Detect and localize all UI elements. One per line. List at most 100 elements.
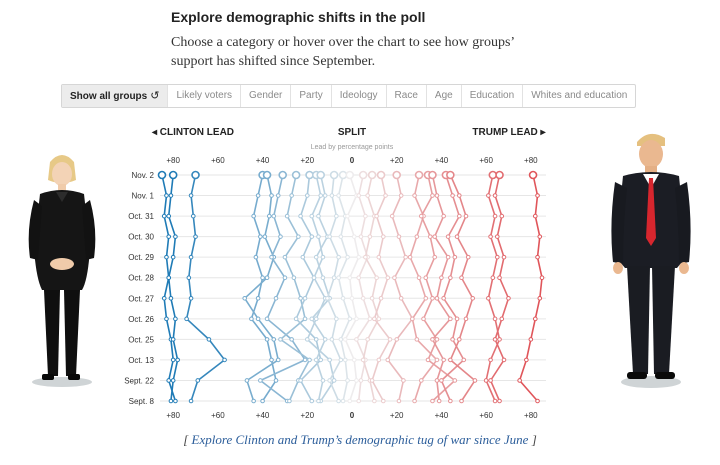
data-point[interactable] xyxy=(385,357,391,363)
series-line[interactable] xyxy=(489,174,510,402)
series-line[interactable] xyxy=(337,174,351,402)
data-point[interactable] xyxy=(434,337,440,342)
series-line[interactable] xyxy=(243,174,279,402)
data-point[interactable] xyxy=(528,170,538,180)
data-point[interactable] xyxy=(186,275,192,281)
data-point[interactable] xyxy=(392,275,397,281)
data-point[interactable] xyxy=(340,398,346,404)
data-point[interactable] xyxy=(463,213,469,219)
data-point[interactable] xyxy=(374,275,379,281)
data-point[interactable] xyxy=(441,295,446,301)
data-point[interactable] xyxy=(349,295,355,301)
data-point[interactable] xyxy=(358,170,368,180)
data-point[interactable] xyxy=(298,213,303,219)
data-point[interactable] xyxy=(448,316,453,322)
data-point[interactable] xyxy=(492,193,498,198)
data-point[interactable] xyxy=(316,213,321,219)
data-point[interactable] xyxy=(264,275,270,281)
data-point[interactable] xyxy=(418,378,424,383)
data-point[interactable] xyxy=(331,275,337,281)
data-point[interactable] xyxy=(309,213,315,219)
data-point[interactable] xyxy=(338,234,344,239)
series-line[interactable] xyxy=(326,174,342,402)
data-point[interactable] xyxy=(255,316,261,322)
data-point[interactable] xyxy=(394,337,400,342)
data-point[interactable] xyxy=(354,316,359,322)
data-point[interactable] xyxy=(432,234,438,239)
filter-education[interactable]: Education xyxy=(460,85,522,107)
data-point[interactable] xyxy=(456,337,462,342)
data-point[interactable] xyxy=(173,234,178,239)
data-point[interactable] xyxy=(313,316,319,322)
data-point[interactable] xyxy=(454,234,460,239)
filter-whites-and-education[interactable]: Whites and education xyxy=(522,85,635,107)
data-point[interactable] xyxy=(264,337,270,342)
data-point[interactable] xyxy=(365,337,370,342)
data-point[interactable] xyxy=(336,193,341,198)
series-line[interactable] xyxy=(371,174,391,402)
data-point[interactable] xyxy=(436,398,442,404)
data-point[interactable] xyxy=(492,398,498,404)
data-point[interactable] xyxy=(188,193,194,198)
data-point[interactable] xyxy=(262,234,268,239)
data-point[interactable] xyxy=(517,378,522,383)
data-point[interactable] xyxy=(430,337,435,342)
data-point[interactable] xyxy=(331,378,337,383)
data-point[interactable] xyxy=(298,295,303,301)
data-point[interactable] xyxy=(465,254,471,260)
data-point[interactable] xyxy=(495,170,504,180)
data-point[interactable] xyxy=(358,378,364,383)
data-point[interactable] xyxy=(278,170,288,180)
data-point[interactable] xyxy=(446,170,455,180)
data-point[interactable] xyxy=(316,170,326,180)
data-point[interactable] xyxy=(188,254,194,260)
data-point[interactable] xyxy=(430,295,435,301)
data-point[interactable] xyxy=(345,213,350,219)
data-point[interactable] xyxy=(378,295,384,301)
data-point[interactable] xyxy=(164,193,169,198)
data-point[interactable] xyxy=(423,295,429,301)
data-point[interactable] xyxy=(354,378,359,383)
series-line[interactable] xyxy=(185,174,226,402)
data-point[interactable] xyxy=(282,275,288,281)
data-point[interactable] xyxy=(296,234,301,239)
data-point[interactable] xyxy=(260,275,265,281)
data-point[interactable] xyxy=(304,337,310,342)
data-point[interactable] xyxy=(459,398,464,404)
data-point[interactable] xyxy=(255,193,261,198)
data-point[interactable] xyxy=(164,316,169,322)
series-line[interactable] xyxy=(387,174,414,402)
filter-gender[interactable]: Gender xyxy=(240,85,290,107)
data-point[interactable] xyxy=(532,316,538,322)
data-point[interactable] xyxy=(345,254,350,260)
data-point[interactable] xyxy=(499,213,505,219)
data-point[interactable] xyxy=(445,234,451,239)
data-point[interactable] xyxy=(309,398,315,404)
data-point[interactable] xyxy=(320,275,326,281)
data-point[interactable] xyxy=(195,378,201,383)
data-point[interactable] xyxy=(269,357,274,363)
series-line[interactable] xyxy=(161,174,177,402)
data-point[interactable] xyxy=(284,213,290,219)
data-point[interactable] xyxy=(342,357,348,363)
data-point[interactable] xyxy=(414,234,420,239)
data-point[interactable] xyxy=(170,357,176,363)
data-point[interactable] xyxy=(356,275,362,281)
data-point[interactable] xyxy=(269,193,274,198)
data-point[interactable] xyxy=(398,193,404,198)
data-point[interactable] xyxy=(389,213,395,219)
data-point[interactable] xyxy=(454,316,460,322)
data-point[interactable] xyxy=(249,316,254,322)
data-point[interactable] xyxy=(430,193,435,198)
data-point[interactable] xyxy=(271,337,277,342)
data-point[interactable] xyxy=(334,213,339,219)
data-point[interactable] xyxy=(340,295,346,301)
data-point[interactable] xyxy=(524,357,529,363)
data-point[interactable] xyxy=(537,295,543,301)
data-point[interactable] xyxy=(367,234,373,239)
data-point[interactable] xyxy=(168,295,174,301)
data-point[interactable] xyxy=(157,170,167,180)
data-point[interactable] xyxy=(418,213,424,219)
data-point[interactable] xyxy=(275,357,281,363)
data-point[interactable] xyxy=(432,254,438,260)
